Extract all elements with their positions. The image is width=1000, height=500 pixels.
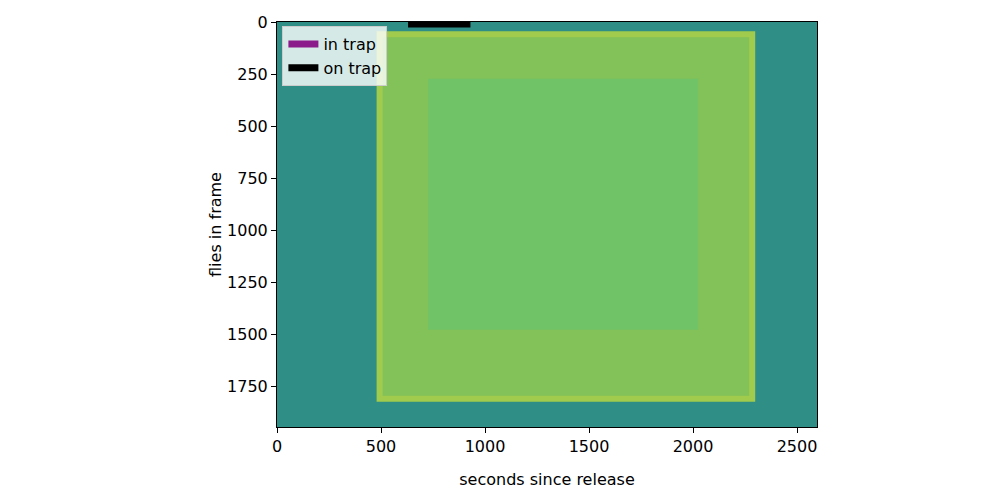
svg-text:500: 500 (366, 437, 397, 456)
svg-text:500: 500 (237, 117, 268, 136)
svg-text:on trap: on trap (323, 59, 381, 78)
svg-text:1000: 1000 (227, 221, 268, 240)
svg-text:0: 0 (258, 13, 268, 32)
svg-text:2000: 2000 (673, 437, 714, 456)
svg-text:1000: 1000 (465, 437, 506, 456)
svg-text:250: 250 (237, 65, 268, 84)
svg-text:in trap: in trap (323, 35, 375, 54)
svg-text:1250: 1250 (227, 273, 268, 292)
svg-text:flies in frame: flies in frame (206, 172, 225, 277)
svg-text:1750: 1750 (227, 377, 268, 396)
svg-text:0: 0 (272, 437, 282, 456)
svg-text:750: 750 (237, 169, 268, 188)
svg-text:2500: 2500 (777, 437, 818, 456)
svg-text:1500: 1500 (569, 437, 610, 456)
svg-text:1500: 1500 (227, 325, 268, 344)
svg-text:seconds since release: seconds since release (459, 470, 634, 489)
